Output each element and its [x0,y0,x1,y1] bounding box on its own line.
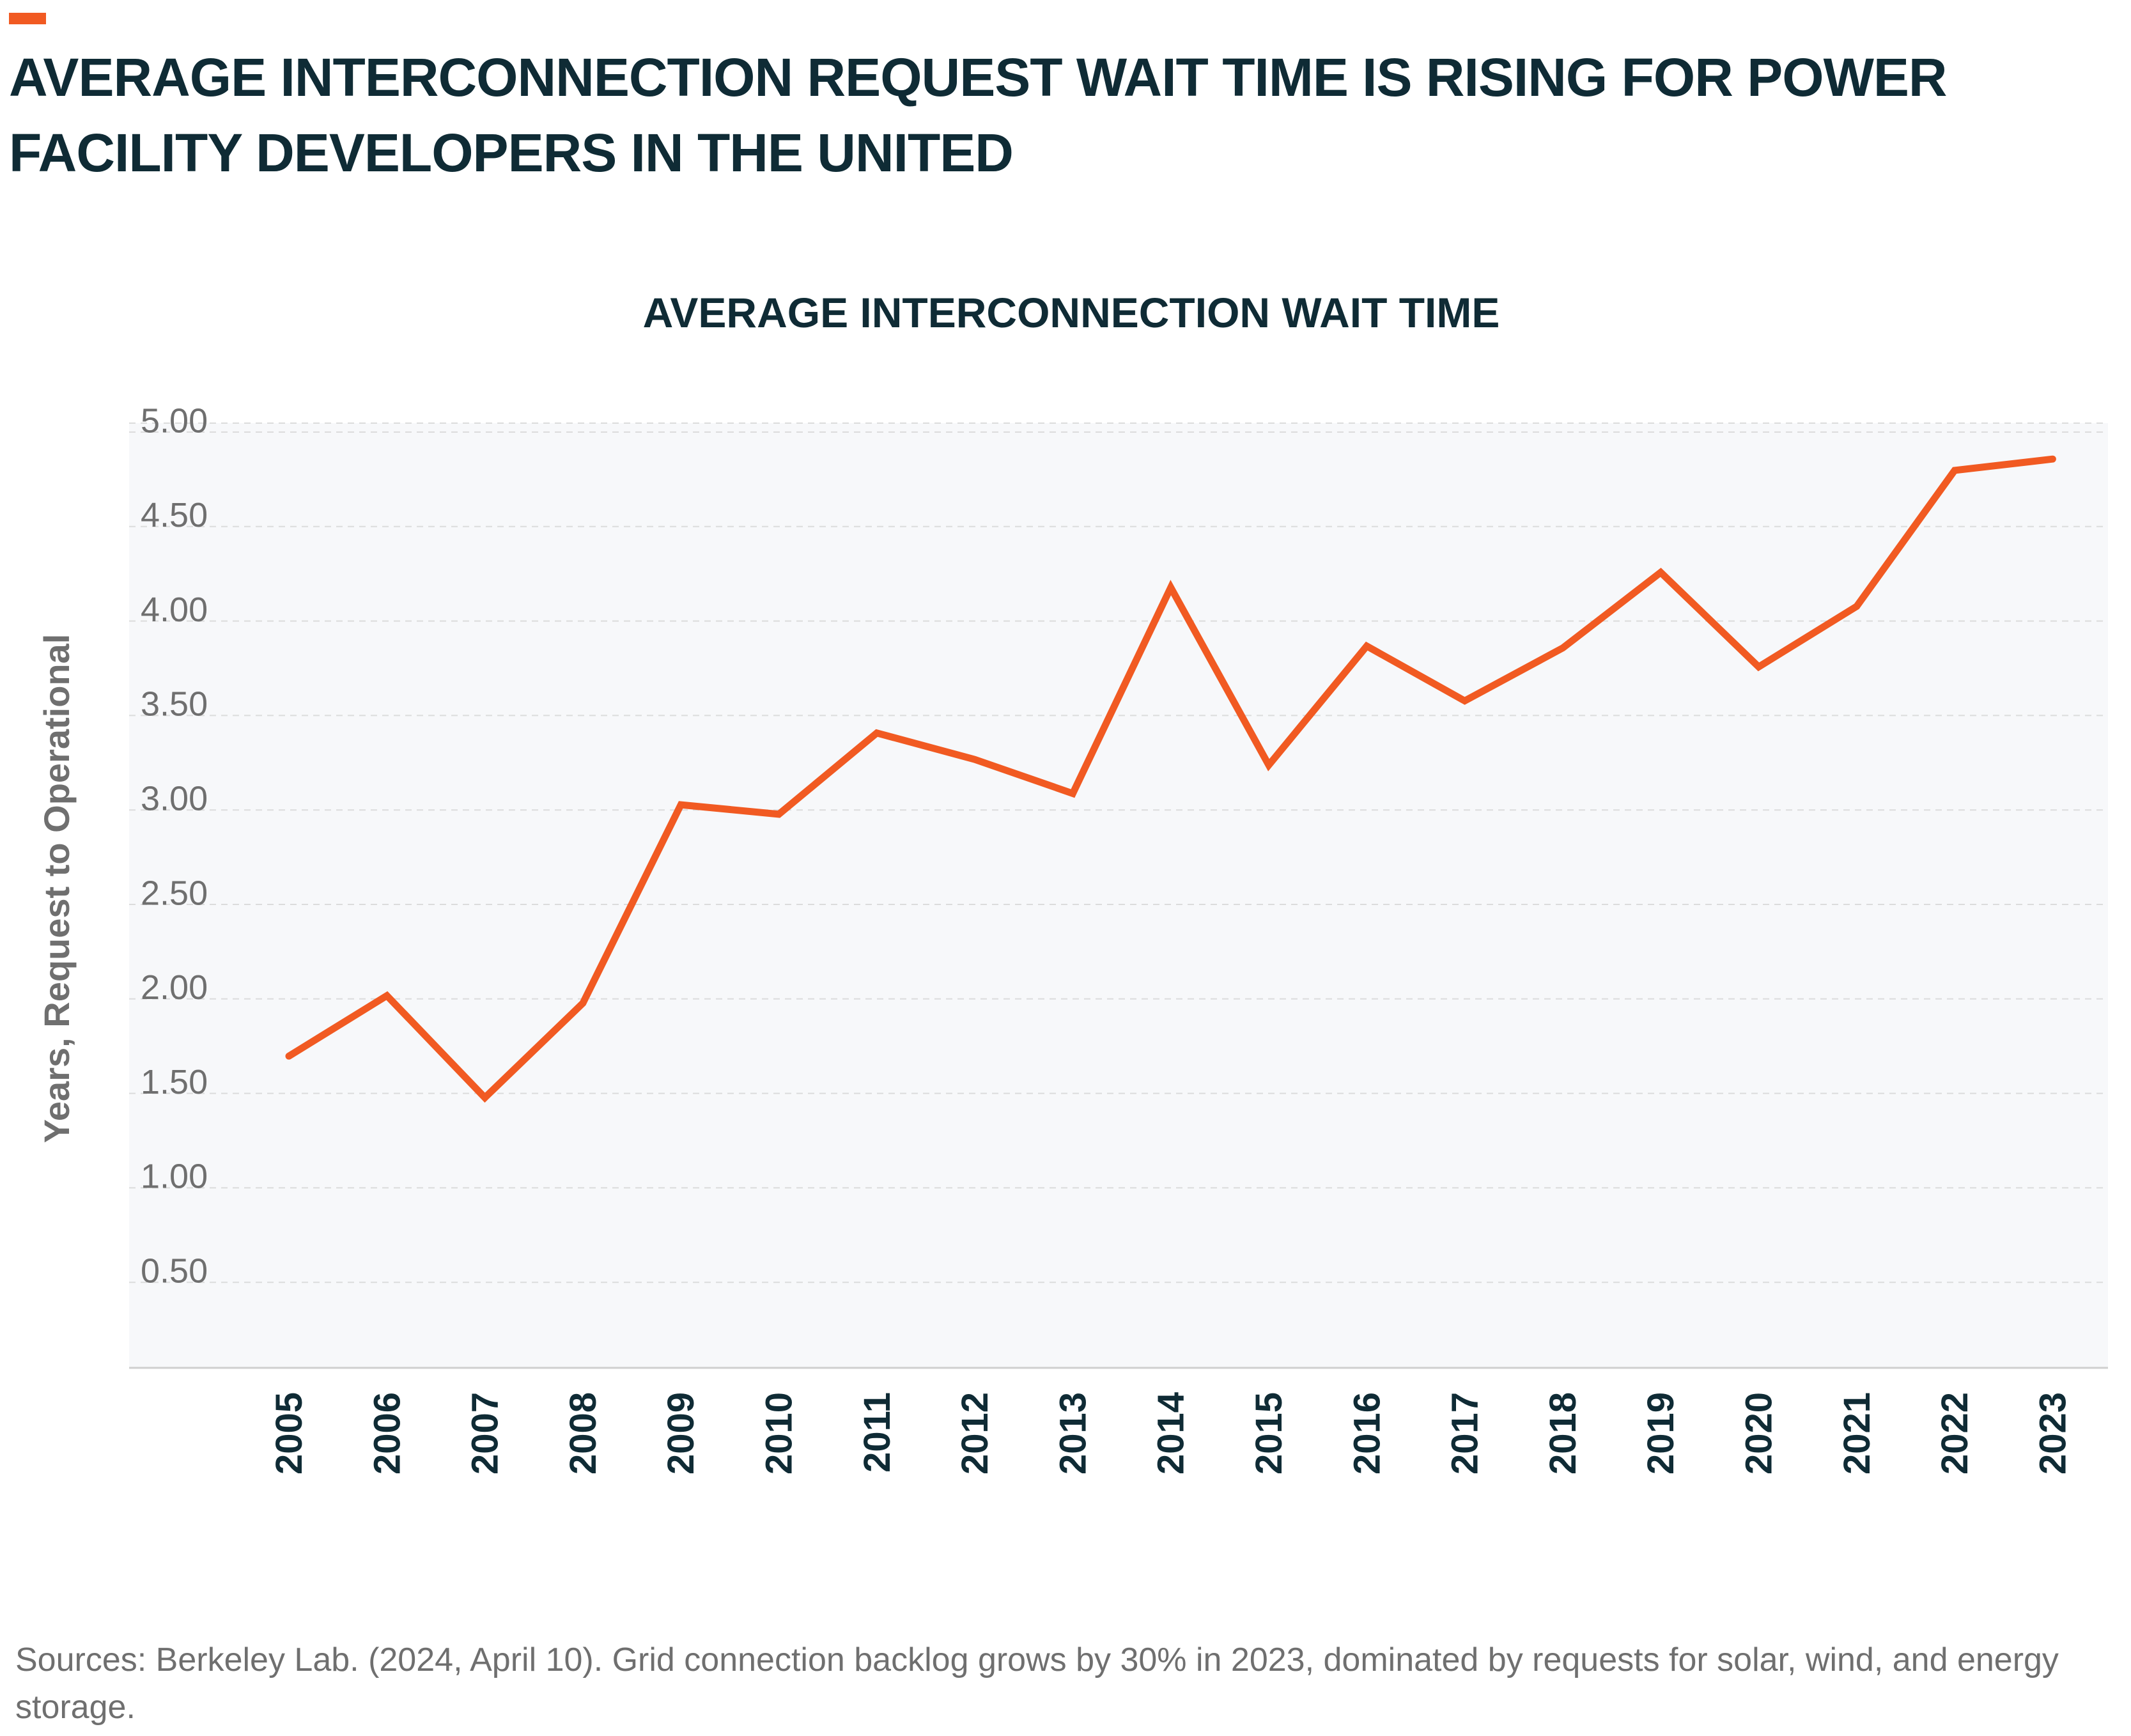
x-tick-label: 2010 [759,1392,800,1475]
chart-title: AVERAGE INTERCONNECTION WAIT TIME [643,289,1500,336]
x-tick-label: 2016 [1346,1392,1388,1475]
x-tick-label: 2014 [1151,1392,1192,1475]
y-tick-label: 3.50 [141,685,208,724]
y-tick-label: 1.50 [141,1063,208,1101]
y-tick-label: 1.00 [141,1158,208,1196]
x-tick-label: 2015 [1248,1392,1290,1475]
x-tick-label: 2021 [1836,1392,1878,1475]
y-tick-label: 4.00 [141,591,208,629]
x-tick-label: 2005 [268,1392,310,1475]
y-tick-label: 0.50 [141,1252,208,1290]
x-tick-label: 2011 [856,1392,898,1473]
x-tick-label: 2007 [465,1392,506,1475]
x-tick-label: 2013 [1052,1392,1094,1475]
x-tick-label: 2012 [954,1392,996,1475]
x-tick-label: 2018 [1542,1392,1584,1475]
y-axis-label: Years, Request to Operational [36,634,77,1143]
x-tick-label: 2009 [660,1392,702,1475]
y-tick-label: 2.50 [141,874,208,912]
x-tick-label: 2006 [366,1392,408,1475]
x-tick-label: 2017 [1445,1392,1486,1475]
plot-area [129,423,2108,1368]
x-tick-labels: 2005 2006 2007 2008 2009 2010 2011 2012 2013 2014… [268,1392,2073,1475]
x-tick-label: 2022 [1934,1392,1976,1475]
y-tick-label: 5.00 [141,401,208,440]
x-tick-label: 2008 [562,1392,604,1475]
y-tick-label: 2.00 [141,968,208,1007]
x-tick-label: 2020 [1739,1392,1780,1475]
x-tick-label: 2023 [2032,1392,2073,1475]
source-note: Sources: Berkeley Lab. (2024, April 10).… [15,1636,2105,1731]
x-tick-label: 2019 [1640,1392,1682,1475]
y-tick-label: 4.50 [141,496,208,534]
y-tick-label: 3.00 [141,779,208,818]
